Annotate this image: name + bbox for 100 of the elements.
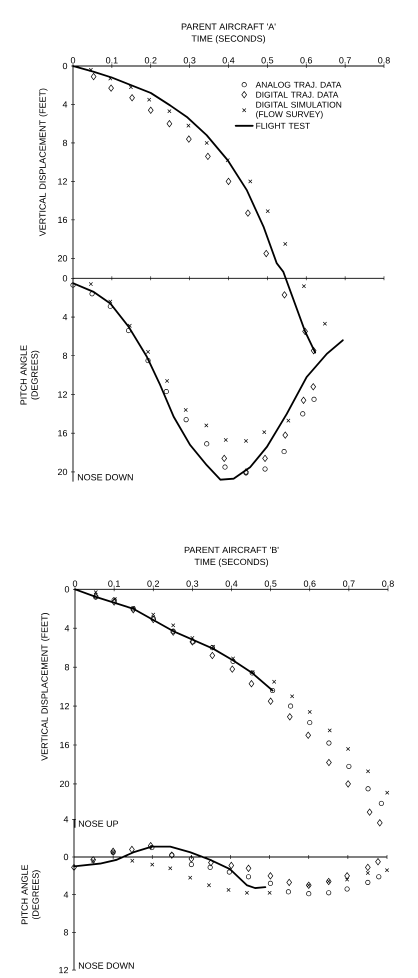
- point: [244, 438, 248, 443]
- y-tick-label: 16: [58, 216, 68, 224]
- point: [306, 891, 312, 896]
- point: [226, 178, 232, 185]
- point: [206, 883, 212, 888]
- x-axis-title: TIME (SECONDS): [194, 558, 268, 567]
- x-tick-label: 0: [70, 57, 76, 64]
- point: [164, 389, 169, 394]
- point: [300, 411, 306, 416]
- point: [250, 670, 255, 676]
- chart-title: PARENT AIRCRAFT 'A': [182, 23, 276, 30]
- point: [226, 870, 232, 875]
- point: [345, 780, 351, 788]
- point: [126, 328, 132, 334]
- point: [70, 282, 76, 288]
- y-tick-label: 12: [59, 966, 68, 974]
- point: [168, 866, 172, 870]
- point: [204, 441, 210, 446]
- y-tick-label: 8: [64, 929, 68, 936]
- point: [282, 449, 287, 454]
- x-tick-label: 0.8: [378, 57, 390, 64]
- x-tick-label: 0.6: [300, 57, 312, 64]
- point: [231, 656, 236, 660]
- legend-label: DIGITAL SIMULATION (FLOW SURVEY): [256, 102, 342, 119]
- point: [268, 698, 274, 705]
- point: [365, 880, 370, 885]
- point: [188, 862, 194, 868]
- point: [243, 468, 249, 476]
- point: [228, 862, 234, 870]
- point: [129, 94, 135, 102]
- point: [167, 109, 172, 114]
- point: [184, 417, 189, 422]
- point: [346, 764, 352, 769]
- line-series: [72, 282, 344, 481]
- point: [148, 842, 154, 850]
- y-tick-label: 8: [62, 352, 68, 359]
- point: [377, 819, 383, 826]
- point: [262, 430, 266, 434]
- point: [270, 688, 276, 694]
- y-tick-label: 4: [64, 816, 68, 822]
- point: [366, 786, 371, 792]
- point: [147, 98, 152, 102]
- point: [290, 694, 294, 698]
- point: [184, 408, 188, 412]
- point: [146, 350, 150, 354]
- point: [282, 291, 288, 298]
- legend-label: DIGITAL TRAJ. DATA: [256, 92, 338, 98]
- point: [262, 454, 268, 462]
- x-tick-label: 0.5: [264, 580, 276, 587]
- point: [149, 845, 154, 850]
- point: [345, 878, 350, 882]
- point: [245, 210, 251, 217]
- point: [226, 888, 231, 892]
- point: [108, 299, 112, 304]
- y-tick-label: 12: [58, 178, 68, 185]
- x-tick-label: 0.4: [226, 580, 238, 587]
- point: [326, 890, 332, 896]
- x-tick-label: 0.7: [339, 57, 351, 64]
- point: [322, 322, 327, 326]
- point: [326, 740, 332, 746]
- point: [266, 209, 270, 214]
- point: [130, 858, 134, 863]
- point: [145, 358, 151, 364]
- point: [311, 396, 317, 402]
- point: [208, 864, 213, 870]
- point: [128, 85, 133, 90]
- point: [150, 862, 154, 867]
- annotation: NOSE UP: [78, 820, 118, 827]
- y-tick-label: 4: [64, 892, 68, 898]
- y-axis-title: VERTICAL DISPLACEMENT (FEET): [39, 88, 48, 236]
- point: [263, 250, 269, 258]
- point: [286, 878, 292, 886]
- point: [302, 328, 308, 335]
- y-tick-label: 20: [58, 255, 68, 262]
- x-tick-label: 0.3: [184, 57, 196, 64]
- point: [268, 872, 274, 880]
- point: [222, 464, 228, 470]
- point: [221, 454, 227, 462]
- point: [188, 876, 192, 880]
- point: [108, 304, 113, 309]
- point: [90, 291, 95, 296]
- point: [246, 864, 252, 872]
- point: [208, 859, 214, 866]
- point: [129, 846, 135, 853]
- x-tick-label: 0.2: [147, 580, 160, 587]
- point: [188, 855, 194, 862]
- point: [262, 466, 268, 472]
- y-tick-label: 4: [62, 101, 68, 108]
- point: [308, 710, 312, 714]
- point: [286, 889, 291, 894]
- x-axis-title: TIME (SECONDS): [192, 35, 266, 44]
- x-tick-label: 0.5: [261, 57, 274, 64]
- point: [344, 886, 350, 892]
- point: [186, 136, 192, 143]
- point: [310, 347, 316, 354]
- point: [366, 808, 372, 816]
- y-tick-label: 20: [60, 780, 70, 788]
- point: [328, 728, 332, 732]
- point: [130, 606, 136, 612]
- x-tick-label: 0.2: [144, 57, 157, 64]
